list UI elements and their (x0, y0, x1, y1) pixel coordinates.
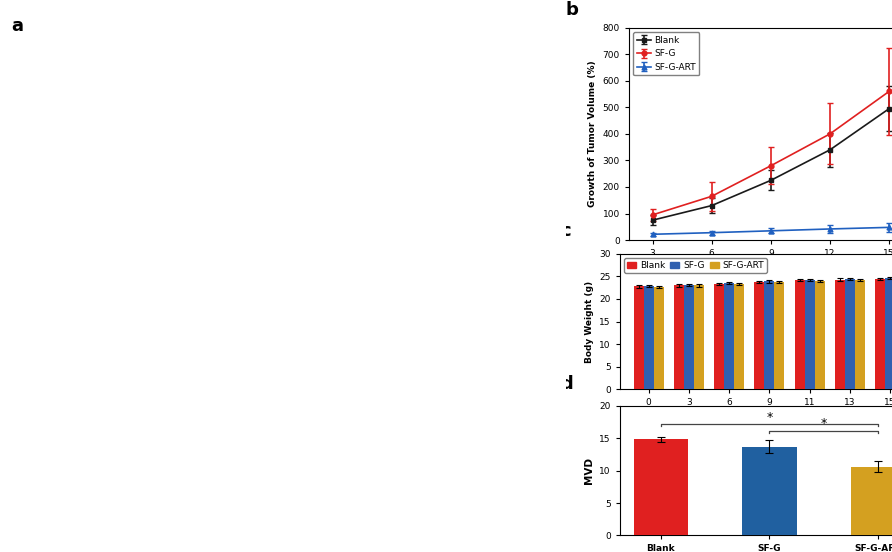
Bar (724, 283, 734, 389)
Text: c: c (560, 222, 571, 240)
X-axis label: Time (day): Time (day) (744, 264, 804, 274)
Bar (633, 286, 644, 389)
Bar (885, 278, 892, 389)
Bar (764, 282, 774, 389)
Bar (755, 282, 764, 389)
Bar (855, 280, 865, 389)
Bar (851, 466, 892, 535)
Bar (633, 439, 688, 535)
Bar (774, 282, 784, 389)
Bar (673, 285, 684, 389)
Text: a: a (12, 17, 23, 35)
Y-axis label: Body Weight (g): Body Weight (g) (585, 280, 594, 363)
Bar (644, 286, 654, 389)
Bar (694, 285, 704, 389)
Text: *: * (821, 417, 827, 430)
Bar (742, 447, 797, 535)
Text: *: * (766, 411, 772, 423)
X-axis label: Time (day): Time (day) (739, 413, 799, 423)
Bar (875, 279, 885, 389)
Bar (734, 284, 744, 389)
Bar (814, 281, 825, 389)
Bar (835, 280, 845, 389)
Legend: Blank, SF-G, SF-G-ART: Blank, SF-G, SF-G-ART (624, 258, 767, 273)
Legend: Blank, SF-G, SF-G-ART: Blank, SF-G, SF-G-ART (633, 32, 699, 76)
Bar (714, 284, 724, 389)
Y-axis label: Growth of Tumor Volume (%): Growth of Tumor Volume (%) (588, 61, 597, 207)
Bar (795, 280, 805, 389)
Y-axis label: MVD: MVD (584, 457, 594, 484)
Bar (684, 285, 694, 389)
Text: b: b (566, 1, 578, 19)
Bar (845, 279, 855, 389)
Text: d: d (560, 375, 573, 393)
Bar (805, 280, 814, 389)
Bar (654, 287, 664, 389)
